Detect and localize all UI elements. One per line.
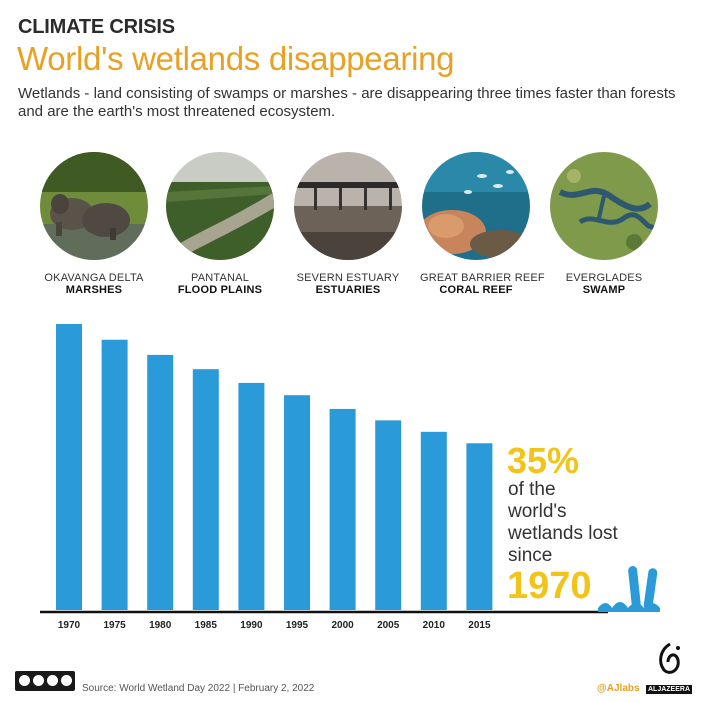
bar-1995 bbox=[284, 395, 310, 610]
bar-2005 bbox=[375, 420, 402, 610]
x-tick-label: 2015 bbox=[468, 620, 491, 631]
source-note: Source: World Wetland Day 2022 | Februar… bbox=[82, 683, 315, 694]
photo-reef: GREAT BARRIER REEF CORAL REEF bbox=[420, 152, 545, 296]
photo-place: SEVERN ESTUARY bbox=[296, 272, 400, 284]
elephants-photo bbox=[40, 152, 148, 260]
bar-1985 bbox=[192, 369, 219, 610]
photo-severn: SEVERN ESTUARY ESTUARIES bbox=[292, 152, 404, 296]
photo-type: FLOOD PLAINS bbox=[177, 284, 263, 296]
bridge-photo bbox=[294, 152, 402, 260]
x-tick-label: 1980 bbox=[149, 620, 172, 631]
x-tick-label: 1985 bbox=[195, 620, 218, 631]
bar-1970 bbox=[56, 324, 82, 610]
x-tick-label: 1995 bbox=[286, 620, 309, 631]
photo-place: GREAT BARRIER REEF bbox=[420, 272, 545, 284]
grass-icon bbox=[598, 566, 660, 612]
bar-2000 bbox=[329, 408, 356, 610]
photo-place: OKAVANGA DELTA bbox=[44, 272, 144, 284]
creative-commons-icon bbox=[15, 671, 75, 691]
x-tick-labels: 1970 1975 1980 1985 1990 1995 2000 2005 2010 2015 bbox=[58, 620, 491, 631]
x-tick-label: 1975 bbox=[103, 620, 126, 631]
photo-everglades: EVERGLADES SWAMP bbox=[548, 152, 660, 296]
photo-place: EVERGLADES bbox=[565, 272, 643, 284]
kicker: CLIMATE CRISIS bbox=[18, 16, 175, 38]
photo-okavanga: OKAVANGA DELTA MARSHES bbox=[38, 152, 150, 296]
aljazeera-logo-icon bbox=[650, 640, 690, 688]
photo-place: PANTANAL bbox=[190, 272, 250, 284]
wetland-photos: OKAVANGA DELTA MARSHES PANTANAL FLOOD PL… bbox=[40, 152, 670, 302]
photo-pantanal: PANTANAL FLOOD PLAINS bbox=[164, 152, 276, 296]
aljazeera-wordmark: ALJAZEERA bbox=[646, 685, 693, 694]
photo-type: ESTUARIES bbox=[315, 284, 381, 296]
x-tick-label: 1970 bbox=[58, 620, 81, 631]
bar-2010 bbox=[420, 431, 447, 610]
subtitle: Wetlands - land consisting of swamps or … bbox=[18, 85, 676, 120]
bar-1990 bbox=[238, 382, 265, 610]
x-tick-label: 2005 bbox=[377, 620, 400, 631]
photo-type: CORAL REEF bbox=[439, 284, 513, 296]
x-tick-label: 1990 bbox=[240, 620, 263, 631]
reef-photo bbox=[422, 152, 530, 260]
bars-group bbox=[56, 324, 493, 610]
x-tick-label: 2000 bbox=[331, 620, 354, 631]
swamp-aerial-photo bbox=[550, 152, 658, 260]
bar-1975 bbox=[101, 339, 128, 610]
river-photo bbox=[166, 152, 274, 260]
bar-2015 bbox=[466, 443, 493, 610]
ajlabs-handle: @AJlabs bbox=[597, 683, 640, 694]
bar-1980 bbox=[147, 354, 174, 610]
callout-year: 1970 bbox=[507, 565, 592, 607]
callout-text: of the world's wetlands lost since bbox=[508, 479, 618, 566]
photo-type: SWAMP bbox=[582, 284, 626, 296]
x-tick-label: 2010 bbox=[423, 620, 446, 631]
page-title: World's wetlands disappearing bbox=[17, 40, 455, 77]
wetland-loss-chart: 1970 1975 1980 1985 1990 1995 2000 2005 2010 2015 bbox=[40, 324, 660, 631]
photo-type: MARSHES bbox=[65, 284, 123, 296]
callout-percent: 35% bbox=[507, 440, 580, 481]
